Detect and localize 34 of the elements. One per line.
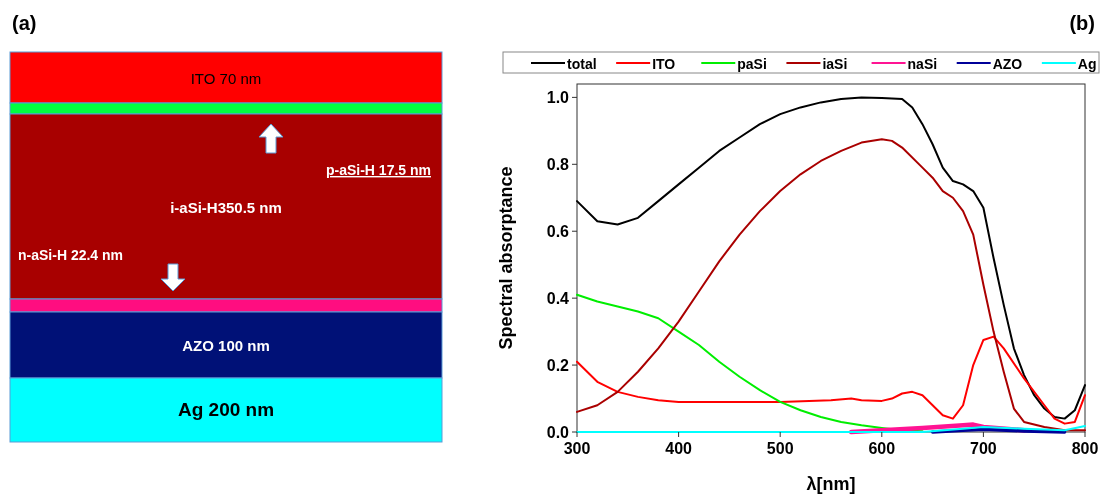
chart-title: (b) (1069, 12, 1095, 34)
legend-label: naSi (907, 56, 938, 72)
legend-label: paSi (737, 56, 767, 72)
line-series (576, 293, 924, 433)
legend-label: AZO (992, 56, 1023, 72)
category-label: ITO 70 nm (190, 69, 262, 87)
text: p-aSi-H 17.5 nm (325, 162, 431, 178)
category-label: AZO 100 nm (182, 337, 270, 354)
line-series (576, 335, 1086, 425)
x-tick-label: 800 (1071, 440, 1099, 457)
line-series (576, 96, 1086, 420)
category-label: Ag 200 nm (177, 399, 275, 420)
x-axis-title: λ[nm] (806, 474, 856, 494)
x-tick-label: 600 (868, 440, 896, 457)
y-axis-title: Spectral absorptance (496, 166, 516, 350)
y-tick-label: 0.2 (546, 357, 570, 375)
category-label: i-aSi-H350.5 nm (170, 198, 282, 216)
x-tick-label: 700 (970, 440, 997, 457)
legend-label: ITO (652, 56, 676, 72)
x-tick-label: 300 (563, 440, 591, 457)
text: n-aSi-H 22.4 nm (18, 247, 124, 263)
line-series (576, 424, 1086, 433)
legend-label: Ag (1077, 56, 1097, 72)
line-series (576, 138, 1086, 432)
y-tick-label: 0.8 (546, 156, 570, 174)
text: (a) (12, 12, 37, 34)
y-tick-label: 0.4 (546, 290, 570, 308)
x-tick-label: 400 (665, 440, 693, 457)
y-tick-label: 0.6 (546, 223, 570, 241)
legend-label: total (567, 56, 597, 72)
y-tick-label: 1.0 (546, 89, 570, 107)
legend-label: iaSi (822, 56, 848, 72)
y-tick-label: 0.0 (546, 424, 570, 441)
x-tick-label: 500 (766, 440, 794, 457)
